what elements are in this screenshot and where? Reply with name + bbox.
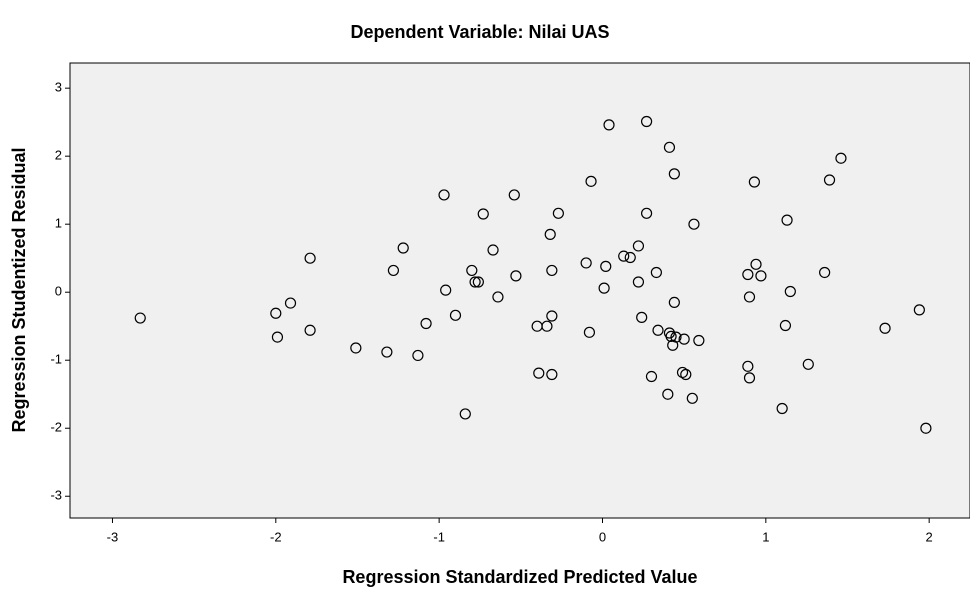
y-tick-label: -1 [50,352,62,367]
point [598,282,610,294]
point [271,331,284,343]
point [580,257,592,269]
point [632,276,645,288]
point [618,250,630,262]
point [632,240,645,252]
y-tick-label: -2 [50,420,62,435]
point [387,264,400,277]
point [381,346,393,358]
point [546,264,558,277]
point [134,312,146,324]
plot-area [69,62,970,519]
x-tick-label: 1 [762,529,769,544]
x-tick-label: -3 [107,529,119,544]
y-tick-label: 0 [55,284,62,299]
point [665,330,677,343]
point [477,208,489,220]
point [781,214,793,226]
point [459,408,471,420]
point [603,119,615,131]
point [585,175,597,187]
point [624,251,636,264]
point [802,358,814,370]
point [755,270,767,282]
point [412,349,424,362]
point [284,297,297,309]
point [819,266,831,279]
point [776,402,788,415]
point [693,334,705,347]
point [420,317,432,330]
point [645,370,658,383]
point [466,264,478,277]
point [546,368,558,381]
point [440,284,452,296]
point [492,291,504,303]
point [650,266,662,279]
x-axis-title: Regression Standardized Predicted Value [342,567,697,587]
x-tick-label: -2 [270,529,282,544]
point [688,218,700,230]
x-tick-label: 2 [926,529,933,544]
point [640,207,653,219]
point [552,207,564,219]
point [546,310,558,322]
point [472,276,484,288]
point [913,304,925,316]
point [742,360,754,372]
y-axis-title: Regression Studentized Residual [9,147,29,432]
point [397,242,409,254]
point [510,270,522,282]
y-tick-label: 2 [55,148,62,163]
point [487,244,499,256]
chart-title: Dependent Variable: Nilai UAS [350,22,609,42]
x-tick-label: -1 [433,529,445,544]
point [750,258,762,270]
point [742,268,754,281]
point [686,392,698,404]
point [662,388,674,400]
point [663,141,676,153]
point [779,319,792,332]
point [270,307,282,319]
point [680,368,692,381]
point [920,422,932,434]
point [438,189,450,201]
y-tick-label: -3 [50,488,62,503]
point [544,228,556,240]
x-tick-label: 0 [599,529,606,544]
point [533,367,545,379]
y-tick-label: 1 [55,216,62,231]
point [304,324,316,336]
point [636,311,648,323]
point [640,115,653,128]
point [350,342,362,354]
point [449,309,462,321]
y-tick-label: 3 [55,80,62,95]
point [748,176,760,188]
point [743,291,756,303]
point [678,333,690,345]
point [541,320,553,332]
point [743,372,756,384]
point [879,322,891,334]
point [600,260,612,272]
point [784,285,796,298]
point [668,168,680,180]
point [668,296,680,309]
point [835,152,847,164]
point [508,189,520,201]
point [823,174,836,186]
point [583,326,596,338]
point [652,324,664,336]
point [670,331,682,343]
point [304,252,316,264]
point [469,276,481,288]
